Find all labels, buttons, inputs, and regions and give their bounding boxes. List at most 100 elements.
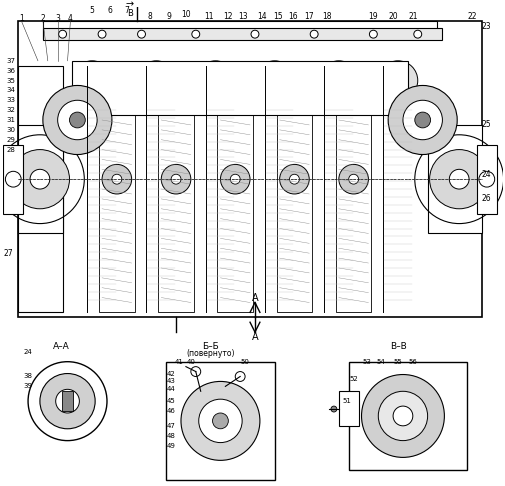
Circle shape (195, 61, 235, 100)
Bar (18, 125, 63, 233)
Circle shape (28, 362, 107, 441)
Bar (335, 105, 371, 312)
Circle shape (102, 164, 131, 194)
Text: 10: 10 (181, 10, 190, 19)
Bar (427, 125, 481, 233)
Text: 13: 13 (238, 12, 247, 21)
Text: 28: 28 (7, 147, 16, 153)
Circle shape (478, 171, 494, 187)
Text: 4: 4 (68, 14, 73, 23)
Circle shape (171, 174, 181, 184)
Text: 49: 49 (166, 443, 175, 449)
Bar (338, 391, 358, 426)
Text: B: B (126, 9, 132, 18)
Circle shape (6, 171, 21, 187)
Circle shape (402, 100, 441, 139)
Circle shape (378, 391, 427, 441)
Text: 39: 39 (24, 383, 32, 389)
Text: (повернуто): (повернуто) (186, 349, 234, 358)
Circle shape (69, 112, 85, 128)
Text: 16: 16 (288, 12, 297, 21)
Bar (72, 61, 407, 115)
Bar (217, 105, 252, 312)
Text: 36: 36 (7, 68, 16, 74)
Text: 35: 35 (7, 78, 16, 84)
Bar (99, 105, 134, 312)
Text: 56: 56 (408, 359, 417, 364)
Circle shape (330, 406, 336, 412)
Text: 30: 30 (7, 127, 16, 133)
Text: 23: 23 (481, 22, 491, 31)
Circle shape (161, 164, 190, 194)
Text: 32: 32 (7, 107, 16, 113)
Text: 22: 22 (466, 12, 476, 21)
Text: 48: 48 (166, 433, 175, 439)
Circle shape (369, 30, 377, 38)
Text: A: A (251, 332, 258, 342)
Text: 1: 1 (19, 14, 24, 23)
Circle shape (413, 30, 421, 38)
Text: 6: 6 (107, 6, 112, 15)
Bar (276, 105, 312, 312)
Text: 37: 37 (7, 58, 16, 64)
Circle shape (181, 382, 260, 460)
Circle shape (148, 72, 164, 88)
Text: 5: 5 (89, 6, 94, 15)
Circle shape (191, 30, 199, 38)
Circle shape (414, 112, 430, 128)
Circle shape (348, 174, 358, 184)
Bar (43, 28, 441, 40)
Circle shape (10, 150, 69, 209)
Text: 51: 51 (341, 398, 350, 404)
Text: 34: 34 (7, 87, 16, 93)
Text: 2: 2 (40, 14, 45, 23)
Text: 44: 44 (167, 386, 175, 392)
Text: 45: 45 (167, 398, 175, 404)
Circle shape (361, 375, 443, 457)
Text: 14: 14 (257, 12, 266, 21)
Circle shape (43, 86, 112, 155)
Circle shape (289, 174, 299, 184)
Circle shape (56, 389, 79, 413)
Bar (476, 145, 496, 214)
Circle shape (230, 174, 240, 184)
Text: В–В: В–В (389, 343, 406, 351)
Circle shape (448, 169, 468, 189)
Circle shape (137, 30, 145, 38)
Text: 42: 42 (167, 370, 175, 377)
Text: 29: 29 (7, 137, 16, 143)
Circle shape (338, 164, 368, 194)
Bar (62, 391, 73, 411)
Circle shape (255, 61, 294, 100)
Bar (158, 105, 193, 312)
Circle shape (266, 72, 282, 88)
Text: 18: 18 (322, 12, 331, 21)
Text: 3: 3 (55, 14, 60, 23)
Circle shape (212, 413, 228, 429)
Text: 19: 19 (368, 12, 377, 21)
Circle shape (59, 30, 67, 38)
Bar (18, 21, 481, 317)
Circle shape (392, 406, 412, 426)
Circle shape (207, 72, 223, 88)
Text: 8: 8 (147, 12, 152, 21)
Text: 27: 27 (4, 249, 13, 258)
Text: 31: 31 (7, 117, 16, 123)
Text: 15: 15 (272, 12, 282, 21)
Text: 54: 54 (376, 359, 385, 364)
Text: 55: 55 (393, 359, 401, 364)
Circle shape (330, 72, 346, 88)
Circle shape (235, 372, 244, 382)
Circle shape (279, 164, 309, 194)
Circle shape (190, 366, 200, 377)
Circle shape (387, 86, 457, 155)
Circle shape (198, 399, 242, 443)
Circle shape (136, 61, 176, 100)
Circle shape (72, 61, 112, 100)
Circle shape (429, 150, 488, 209)
Text: 7: 7 (124, 6, 129, 15)
Text: А–А: А–А (53, 343, 69, 351)
Circle shape (378, 61, 417, 100)
Circle shape (58, 100, 97, 139)
Text: 9: 9 (166, 12, 171, 21)
